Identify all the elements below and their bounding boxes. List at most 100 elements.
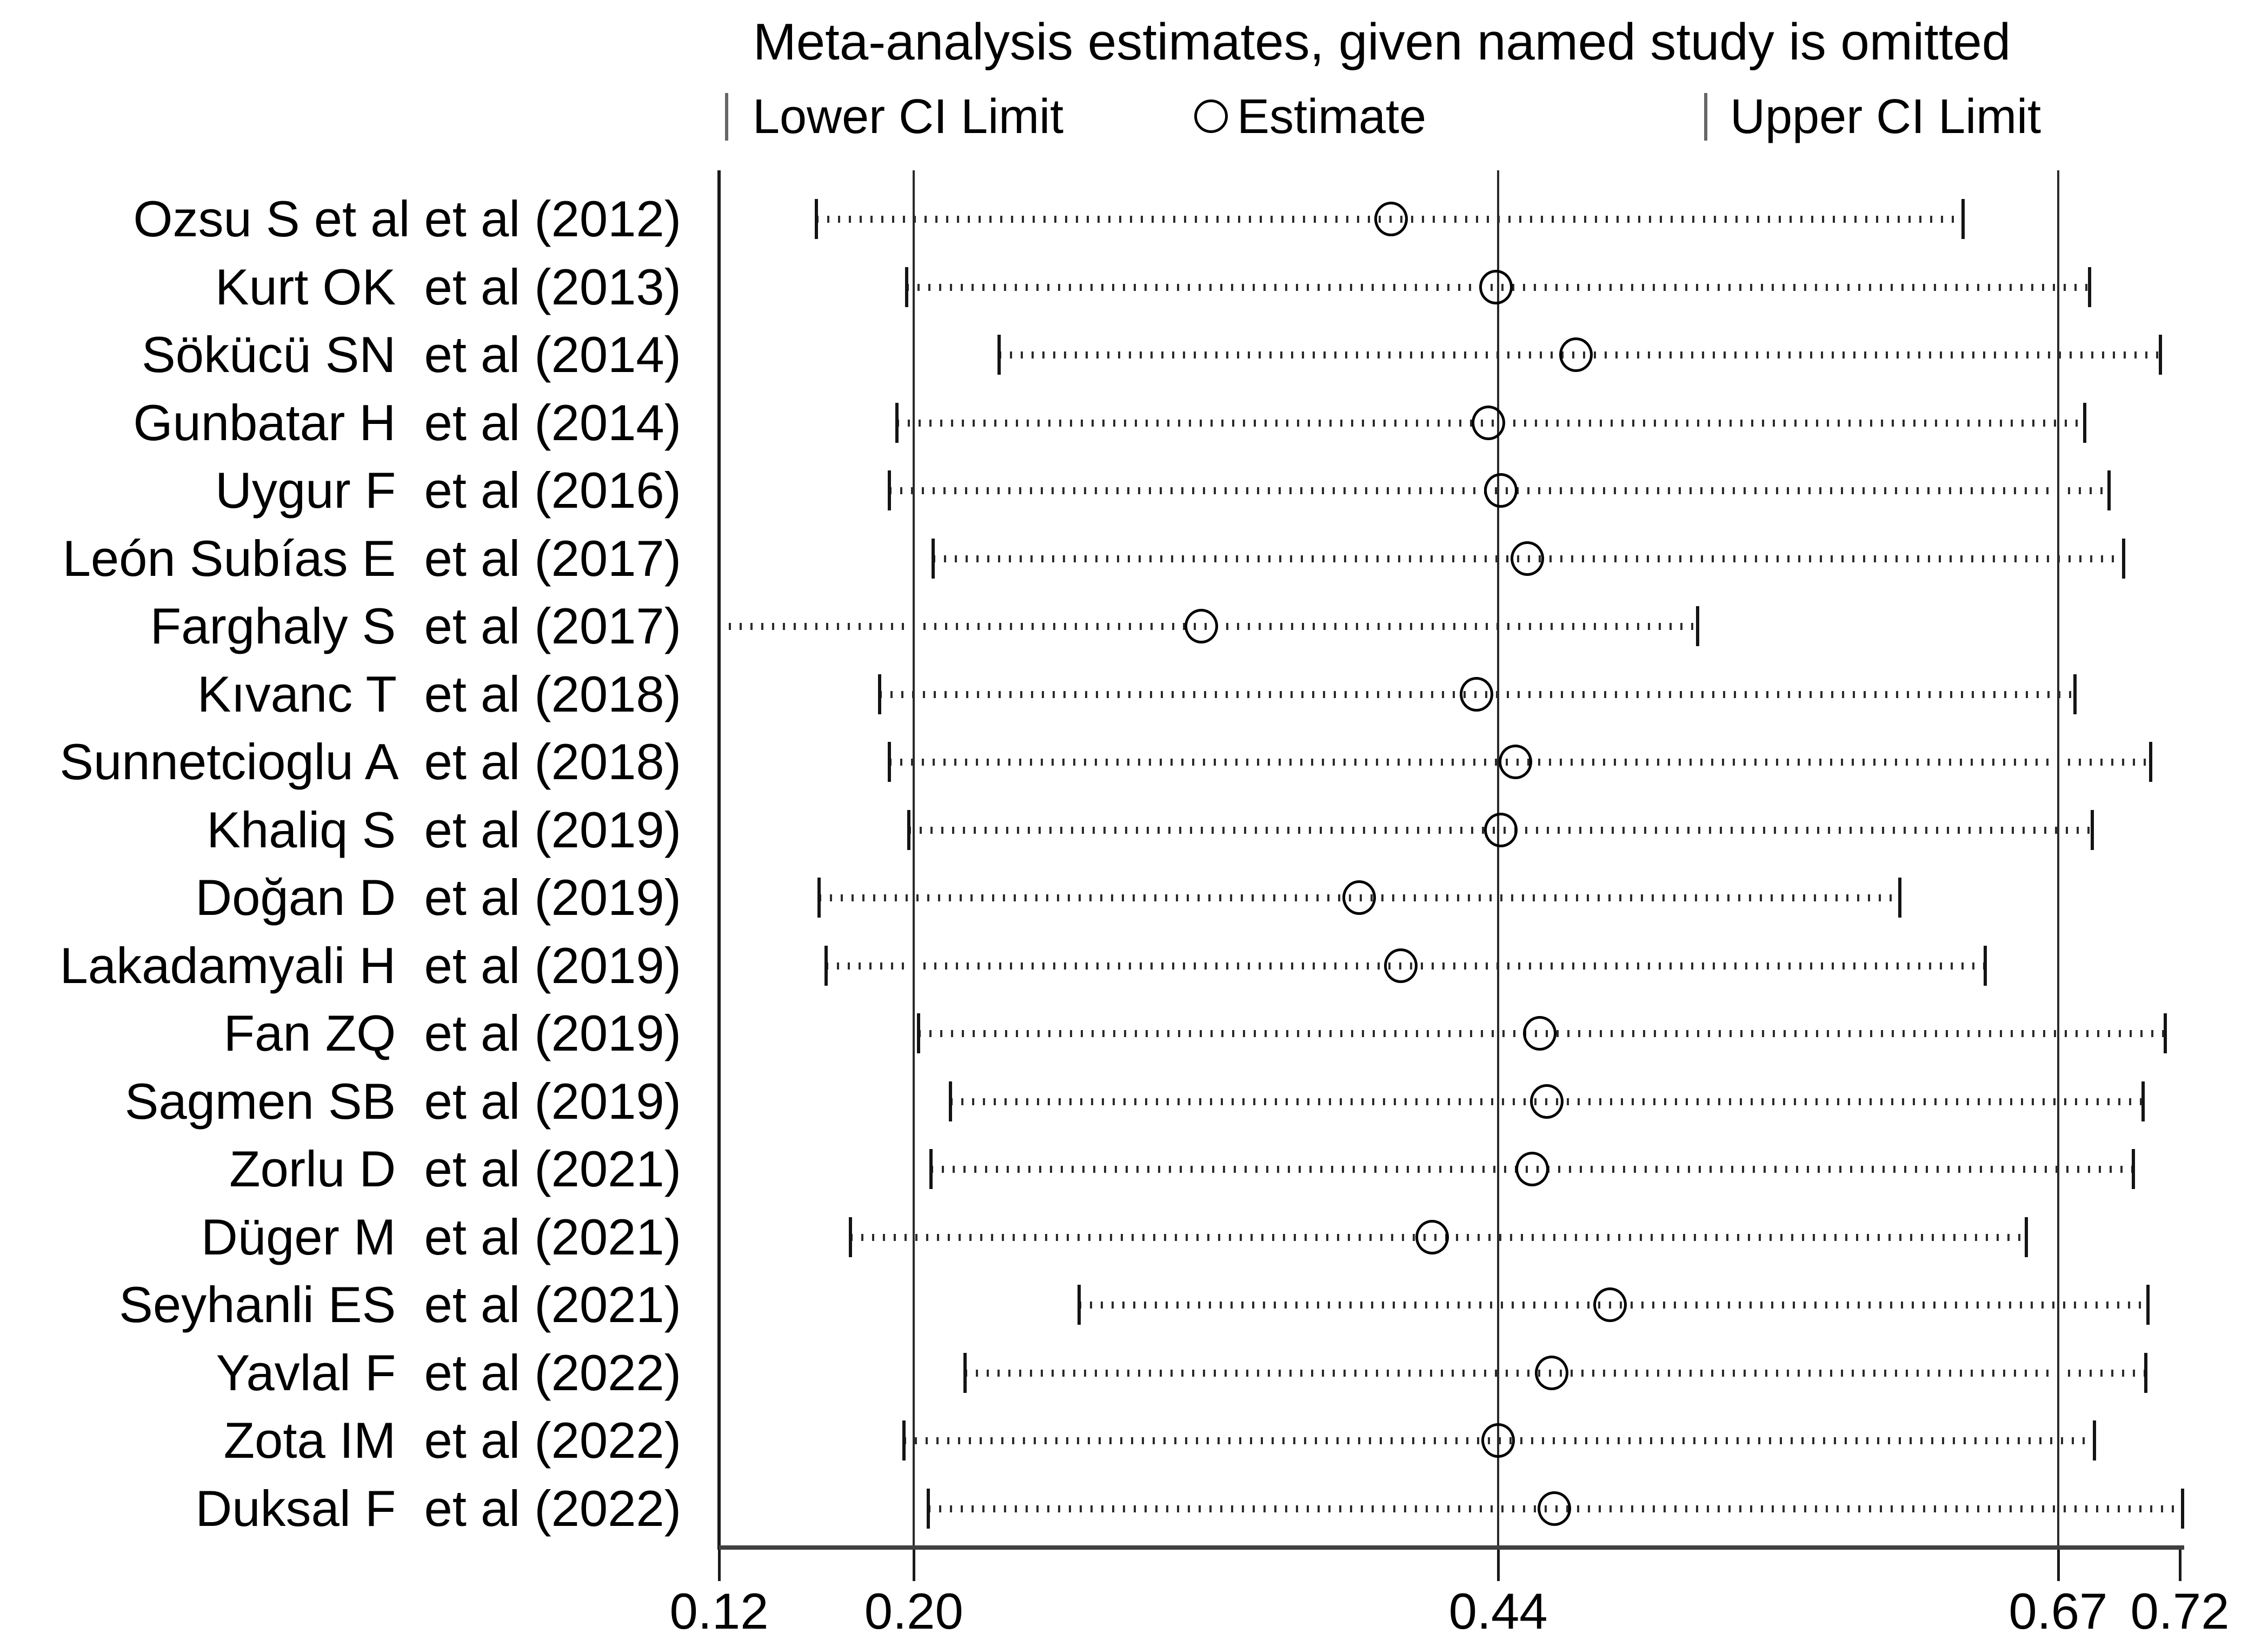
estimate-marker — [1515, 1152, 1549, 1186]
estimate-marker — [1415, 1219, 1449, 1254]
study-label: Sagmen SB et al (2019) — [124, 1072, 681, 1130]
upper-ci-tick — [1983, 945, 1987, 986]
estimate-marker — [1537, 1491, 1571, 1526]
estimate-marker — [1535, 1355, 1569, 1390]
estimate-marker — [1374, 202, 1408, 236]
upper-ci-tick — [2149, 742, 2152, 782]
study-label: Kurt OK et al (2013) — [215, 258, 681, 315]
study-label: León Subías E et al (2017) — [62, 529, 681, 587]
study-label: Zota IM et al (2022) — [223, 1412, 681, 1469]
upper-ci-tick — [2180, 1488, 2184, 1529]
x-axis-tick-label: 0.20 — [864, 1583, 963, 1639]
upper-ci-tick — [1696, 606, 1700, 646]
study-label: Uygur F et al (2016) — [215, 462, 681, 519]
study-label: Yavlal F et al (2022) — [216, 1344, 681, 1401]
chart-title: Meta-analysis estimates, given named stu… — [753, 13, 2011, 71]
x-axis-tick-label: 0.67 — [2008, 1583, 2108, 1639]
lower-ci-tick — [895, 402, 899, 443]
legend-lower-label: Lower CI Limit — [753, 90, 1064, 144]
study-label: Sunnetcioglu A et al (2018) — [59, 733, 681, 790]
upper-ci-tick — [2158, 335, 2162, 375]
lower-ci-tick — [902, 1420, 906, 1460]
upper-ci-tick-icon — [1704, 93, 1707, 141]
upper-ci-tick — [2107, 470, 2111, 510]
x-axis-tick — [2179, 1550, 2181, 1581]
lower-ci-tick — [888, 742, 892, 782]
reference-line-0.44 — [1497, 170, 1500, 1545]
estimate-marker — [1479, 269, 1513, 304]
upper-ci-tick — [2132, 1149, 2136, 1189]
estimate-marker — [1459, 676, 1493, 712]
lower-ci-tick — [907, 809, 911, 850]
x-axis-tick-label: 0.44 — [1448, 1583, 1548, 1639]
estimate-marker — [1522, 1016, 1557, 1051]
lower-ci-tick — [817, 878, 821, 918]
estimate-marker — [1530, 1084, 1564, 1119]
study-label: Fan ZQ et al (2019) — [223, 1005, 681, 1061]
study-label: Lakadamyali H et al (2019) — [59, 937, 681, 994]
study-label: Farghaly S et al (2017) — [150, 597, 681, 654]
upper-ci-tick — [2088, 267, 2092, 307]
lower-ci-tick — [878, 674, 882, 714]
lower-ci-tick — [997, 335, 1001, 375]
study-label: Sökücü SN et al (2014) — [142, 326, 681, 383]
x-axis-tick — [2057, 1550, 2060, 1581]
lower-ci-tick — [948, 1081, 952, 1121]
x-axis-tick — [913, 1550, 916, 1581]
study-label: Doğan D et al (2019) — [195, 869, 681, 926]
x-axis-tick — [718, 1550, 721, 1581]
estimate-marker — [1511, 541, 1545, 576]
upper-ci-tick — [2146, 1285, 2150, 1325]
x-axis-tick-label: 0.12 — [669, 1583, 769, 1639]
lower-ci-tick — [927, 1488, 930, 1529]
study-label: Kıvanc T et al (2018) — [197, 665, 681, 722]
estimate-marker — [1184, 609, 1218, 643]
estimate-marker — [1481, 1423, 1515, 1458]
lower-ci-tick — [849, 1217, 853, 1257]
study-label: Zorlu D et al (2021) — [229, 1140, 681, 1197]
legend-estimate-label: Estimate — [1237, 90, 1427, 144]
lower-ci-tick — [904, 267, 908, 307]
estimate-marker — [1384, 948, 1418, 983]
reference-line-0.67 — [2057, 170, 2059, 1545]
study-label: Seyhanli ES et al (2021) — [119, 1276, 681, 1333]
x-axis-tick — [1497, 1550, 1500, 1581]
study-label: Duksal F et al (2022) — [195, 1479, 681, 1537]
lower-ci-tick — [1078, 1285, 1081, 1325]
reference-line-0.2 — [913, 170, 915, 1545]
estimate-circle-icon — [1194, 99, 1228, 133]
study-label: Khaliq S et al (2019) — [207, 801, 681, 858]
study-label: Gunbatar H et al (2014) — [133, 394, 681, 451]
upper-ci-tick — [2093, 1420, 2097, 1460]
estimate-marker — [1484, 812, 1518, 847]
study-label: Düger M et al (2021) — [201, 1208, 681, 1265]
lower-ci-tick-icon — [725, 93, 728, 141]
lower-ci-tick — [963, 1352, 967, 1393]
plot-left-frame-line — [717, 170, 721, 1550]
upper-ci-tick — [1898, 878, 1902, 918]
estimate-marker — [1498, 745, 1532, 779]
upper-ci-tick — [2083, 402, 2087, 443]
upper-ci-tick — [1961, 199, 1965, 239]
estimate-marker — [1484, 473, 1518, 508]
estimate-marker — [1472, 405, 1506, 440]
study-label: Ozsu S et al et al (2012) — [133, 190, 681, 247]
lower-ci-tick — [917, 1013, 921, 1053]
legend-upper-label: Upper CI Limit — [1730, 90, 2041, 144]
upper-ci-tick — [2163, 1013, 2167, 1053]
lower-ci-tick — [888, 470, 892, 510]
lower-ci-tick — [929, 1149, 933, 1189]
upper-ci-tick — [2025, 1217, 2028, 1257]
estimate-marker — [1559, 337, 1593, 372]
x-axis-tick-label: 0.72 — [2130, 1583, 2230, 1639]
estimate-marker — [1593, 1287, 1627, 1322]
upper-ci-tick — [2122, 538, 2126, 579]
estimate-marker — [1342, 880, 1376, 915]
upper-ci-tick — [2144, 1352, 2147, 1393]
lower-ci-tick — [815, 199, 819, 239]
lower-ci-tick — [932, 538, 935, 579]
lower-ci-tick — [824, 945, 828, 986]
upper-ci-tick — [2141, 1081, 2145, 1121]
x-axis-line — [719, 1545, 2184, 1550]
